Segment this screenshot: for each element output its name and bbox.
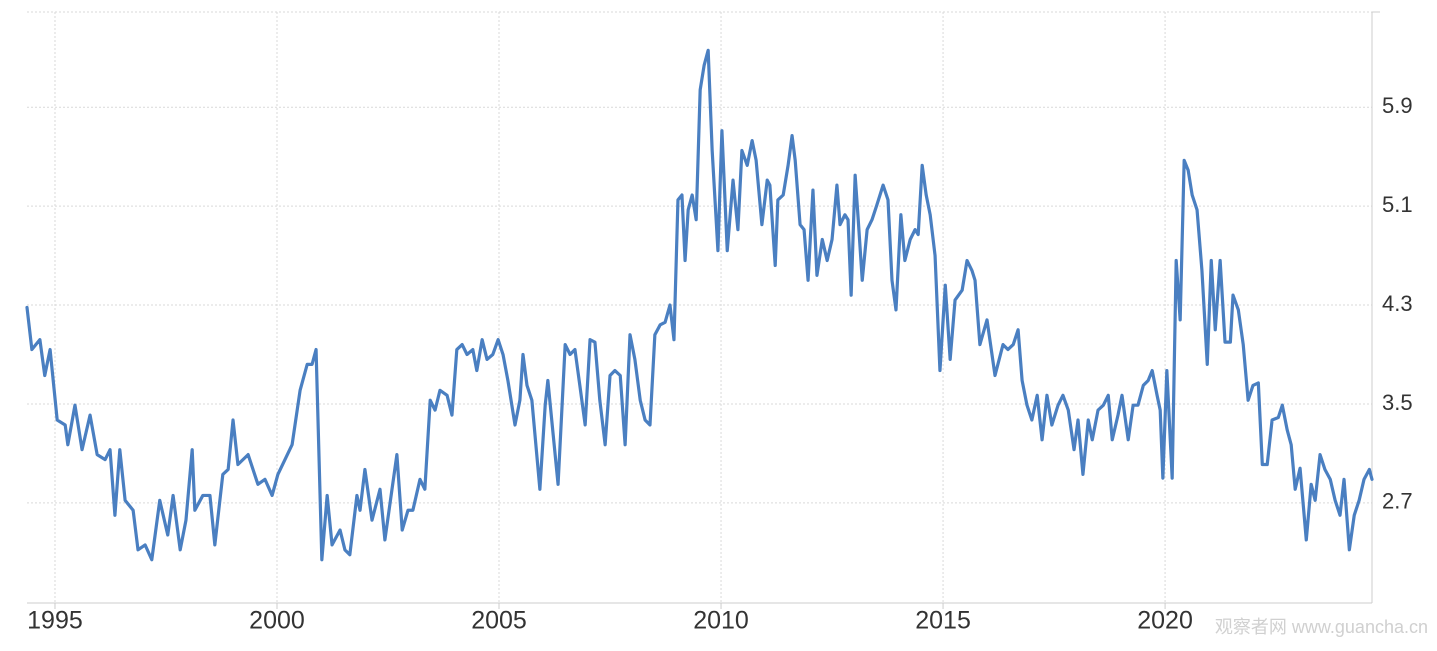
- x-tick-label: 2015: [915, 607, 971, 635]
- x-tick-label: 2010: [693, 607, 749, 635]
- data-line: [25, 48, 1374, 562]
- x-tick-label: 1995: [27, 607, 83, 635]
- x-tick-label: 2000: [249, 607, 305, 635]
- y-tick-label: 3.5: [1382, 390, 1413, 415]
- x-tick-label: 2005: [471, 607, 527, 635]
- y-tick-label: 5.9: [1382, 93, 1413, 118]
- y-tick-label: 5.1: [1382, 192, 1413, 217]
- y-tick-label: 2.7: [1382, 489, 1413, 514]
- x-tick-label: 2020: [1137, 607, 1193, 635]
- watermark: 观察者网 www.guancha.cn: [1215, 617, 1428, 637]
- y-tick-label: 4.3: [1382, 291, 1413, 316]
